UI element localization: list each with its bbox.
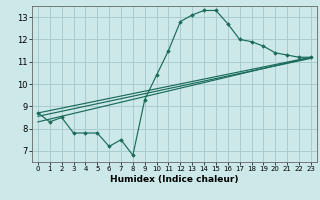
X-axis label: Humidex (Indice chaleur): Humidex (Indice chaleur) (110, 175, 239, 184)
